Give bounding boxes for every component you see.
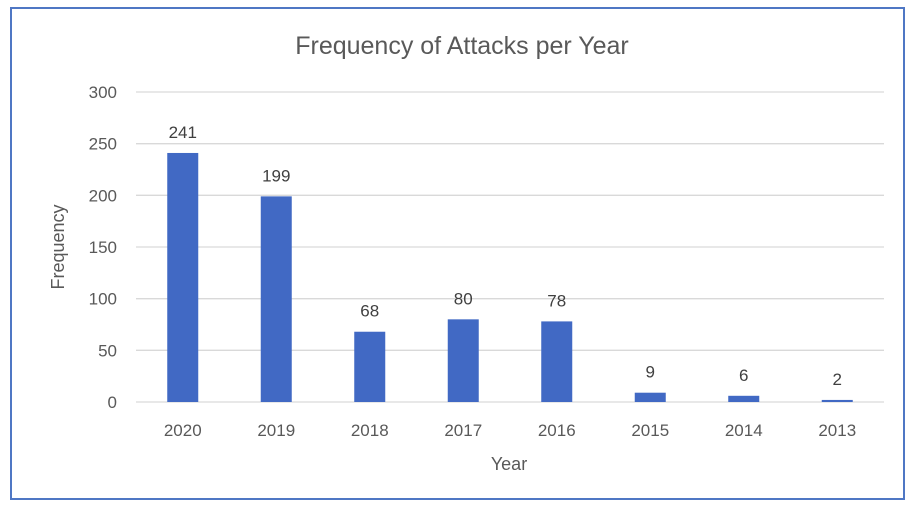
data-label: 80 <box>454 289 473 308</box>
data-label: 2 <box>833 370 842 389</box>
y-tick-label: 50 <box>98 341 117 360</box>
data-label: 68 <box>360 302 379 321</box>
y-tick-label: 300 <box>89 83 117 102</box>
x-axis-title: Year <box>491 454 527 474</box>
gridlines <box>136 91 884 403</box>
x-tick-label: 2020 <box>164 421 202 440</box>
y-tick-label: 200 <box>89 186 117 205</box>
bar-2014 <box>728 395 760 402</box>
y-axis-ticks: 0 50 100 150 200 250 300 <box>89 83 117 412</box>
bar-2015 <box>634 392 666 402</box>
y-tick-label: 100 <box>89 290 117 309</box>
x-axis-ticks: 2020 2019 2018 2017 2016 2015 2014 2013 <box>164 421 856 440</box>
data-label: 199 <box>262 166 290 185</box>
data-label: 241 <box>169 123 197 142</box>
y-tick-label: 0 <box>108 393 117 412</box>
y-tick-label: 150 <box>89 238 117 257</box>
x-tick-label: 2015 <box>631 421 669 440</box>
data-label: 9 <box>646 363 655 382</box>
x-tick-label: 2018 <box>351 421 389 440</box>
bar-2020 <box>167 152 199 402</box>
x-tick-label: 2014 <box>725 421 763 440</box>
x-tick-label: 2016 <box>538 421 576 440</box>
data-labels: 241 199 68 80 78 9 6 2 <box>169 123 842 389</box>
chart-frame <box>10 7 905 500</box>
data-label: 6 <box>739 366 748 385</box>
chart-title: Frequency of Attacks per Year <box>295 32 629 60</box>
bar-2013 <box>821 399 853 402</box>
bars <box>167 152 853 402</box>
y-axis-title: Frequency <box>48 204 68 289</box>
y-tick-label: 250 <box>89 135 117 154</box>
x-tick-label: 2017 <box>444 421 482 440</box>
bar-2019 <box>260 196 292 402</box>
x-tick-label: 2013 <box>818 421 856 440</box>
x-tick-label: 2019 <box>257 421 295 440</box>
bar-2017 <box>447 319 479 402</box>
bar-2018 <box>354 331 386 402</box>
data-label: 78 <box>547 291 566 310</box>
bar-2016 <box>541 321 573 402</box>
